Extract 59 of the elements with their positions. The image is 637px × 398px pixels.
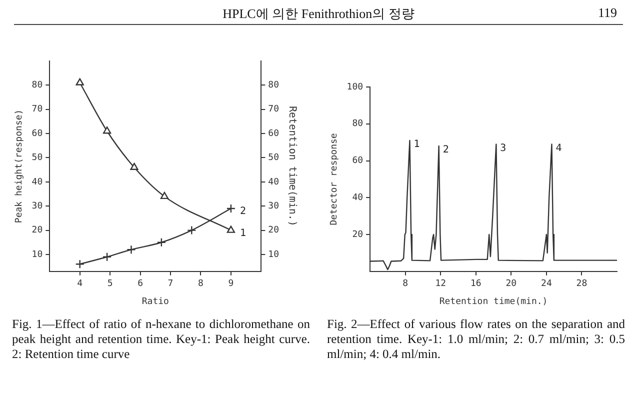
x-tick-label: 5 xyxy=(107,279,113,290)
y2-tick-label: 40 xyxy=(268,177,280,188)
x-tick-label: 7 xyxy=(168,279,174,290)
point xyxy=(160,192,169,200)
y-tick-label: 60 xyxy=(32,128,43,139)
y-tick-label: 20 xyxy=(32,226,43,236)
y-tick-label: 100 xyxy=(346,82,364,92)
point xyxy=(102,252,112,262)
y-tick-label: 40 xyxy=(352,192,364,203)
point xyxy=(187,226,196,235)
x-tick-label: 12 xyxy=(435,279,446,290)
x-tick-label: 28 xyxy=(576,279,588,290)
y-tick-label: 80 xyxy=(352,119,364,130)
series-label: 1 xyxy=(240,228,246,239)
x-tick-label: 20 xyxy=(506,279,517,290)
y2-tick-label: 80 xyxy=(268,80,280,91)
point xyxy=(126,245,136,254)
point xyxy=(156,238,166,247)
point xyxy=(226,204,236,214)
series-label: 2 xyxy=(240,206,246,218)
point xyxy=(76,78,84,86)
y2-tick-label: 50 xyxy=(268,153,280,164)
x-tick-label: 4 xyxy=(77,279,83,290)
annotation: 2 xyxy=(442,144,449,156)
y2-tick-label: 20 xyxy=(268,226,280,236)
text: HPLC에 의한 Fenithrothion의 정량 xyxy=(222,6,414,21)
y-tick-label: 40 xyxy=(32,177,43,188)
x-tick-label: 16 xyxy=(470,279,482,290)
y2-tick-label: 30 xyxy=(268,201,280,212)
x-tick-label: 9 xyxy=(228,279,234,290)
y-tick-label: 30 xyxy=(32,201,43,212)
y2-tick-label: 60 xyxy=(268,128,280,139)
y-axis-title: Peak height(response) xyxy=(14,109,25,224)
point xyxy=(226,226,236,233)
y-axis-title: Detector response xyxy=(330,133,340,226)
annotation: 3 xyxy=(500,142,506,154)
y2-axis-title: Retention time(min.) xyxy=(286,106,298,226)
y2-tick-label: 10 xyxy=(268,250,280,260)
x-tick-label: 8 xyxy=(198,279,204,290)
caption: Fig. 1—Effect of ratio of n-hexane to dichloromethane on peak height and retention time. Key-1: Peak height curve. 2: Retention time curve xyxy=(11,316,311,362)
annotation: 4 xyxy=(556,142,562,154)
y-tick-label: 10 xyxy=(32,250,43,260)
x-axis-title: Retention time(min.) xyxy=(439,296,548,307)
y2-tick-label: 70 xyxy=(268,104,280,115)
caption: Fig. 2—Effect of various flow rates on the separation and retention time. Key-1: 1.0 ml/min; 2: 0.7 ml/min; 3: 0.5 ml/min; 4: 0.4 ml/min. xyxy=(326,316,626,362)
y-tick-label: 70 xyxy=(32,104,43,115)
x-tick-label: 6 xyxy=(138,279,143,290)
point xyxy=(130,162,138,170)
x-axis-title: Ratio xyxy=(142,296,169,307)
x-tick-label: 24 xyxy=(541,279,552,290)
text: 119 xyxy=(598,5,617,21)
x-tick-label: 8 xyxy=(402,279,408,290)
point xyxy=(102,126,112,134)
y-tick-label: 60 xyxy=(352,156,364,166)
y-tick-label: 50 xyxy=(32,153,43,164)
annotation: 1 xyxy=(414,139,420,150)
point xyxy=(75,260,84,269)
y-tick-label: 20 xyxy=(352,230,364,240)
y-tick-label: 80 xyxy=(32,80,43,91)
